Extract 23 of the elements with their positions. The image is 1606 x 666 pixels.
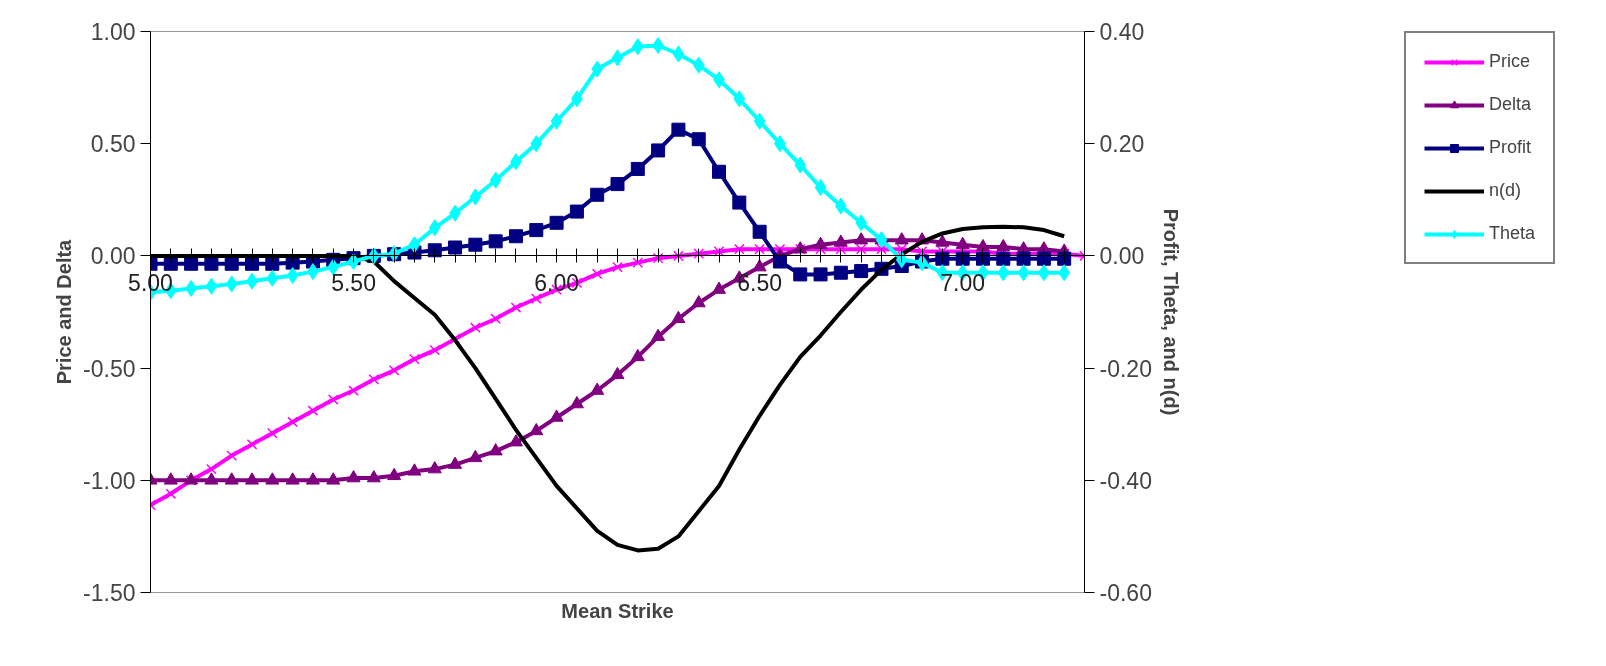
y2-tick-label: -0.20 — [1099, 355, 1152, 382]
y2-tick-label: -0.40 — [1099, 467, 1152, 494]
y-tick-label: -0.50 — [83, 355, 136, 382]
x-tick-label: 7.00 — [940, 269, 986, 296]
legend-label: Profit — [1488, 137, 1531, 158]
y-tick-label: -1.00 — [83, 467, 136, 494]
y-tick-label: -1.50 — [83, 580, 136, 606]
y2-tick-label: 0.40 — [1099, 19, 1145, 45]
y2-tick-label: 0.20 — [1099, 131, 1145, 158]
y-tick-label: 0.00 — [90, 243, 136, 270]
y-tick-label: 0.50 — [90, 131, 136, 158]
x-tick-label: 5.50 — [331, 269, 376, 296]
legend-label: Theta — [1488, 223, 1536, 244]
y-axis-title: Price and Delta — [53, 238, 76, 385]
x-axis-title: Mean Strike — [561, 599, 674, 622]
x-tick-label: 6.50 — [737, 269, 783, 296]
legend-label: Price — [1488, 51, 1530, 72]
y2-tick-label: 0.00 — [1099, 243, 1145, 270]
y2-tick-label: -0.60 — [1099, 580, 1152, 606]
y2-axis-title: Profit, Theta, and n(d) — [1159, 208, 1182, 416]
y-tick-label: 1.00 — [90, 19, 136, 45]
legend-label: n(d) — [1488, 180, 1521, 201]
legend-label: Delta — [1488, 94, 1532, 115]
